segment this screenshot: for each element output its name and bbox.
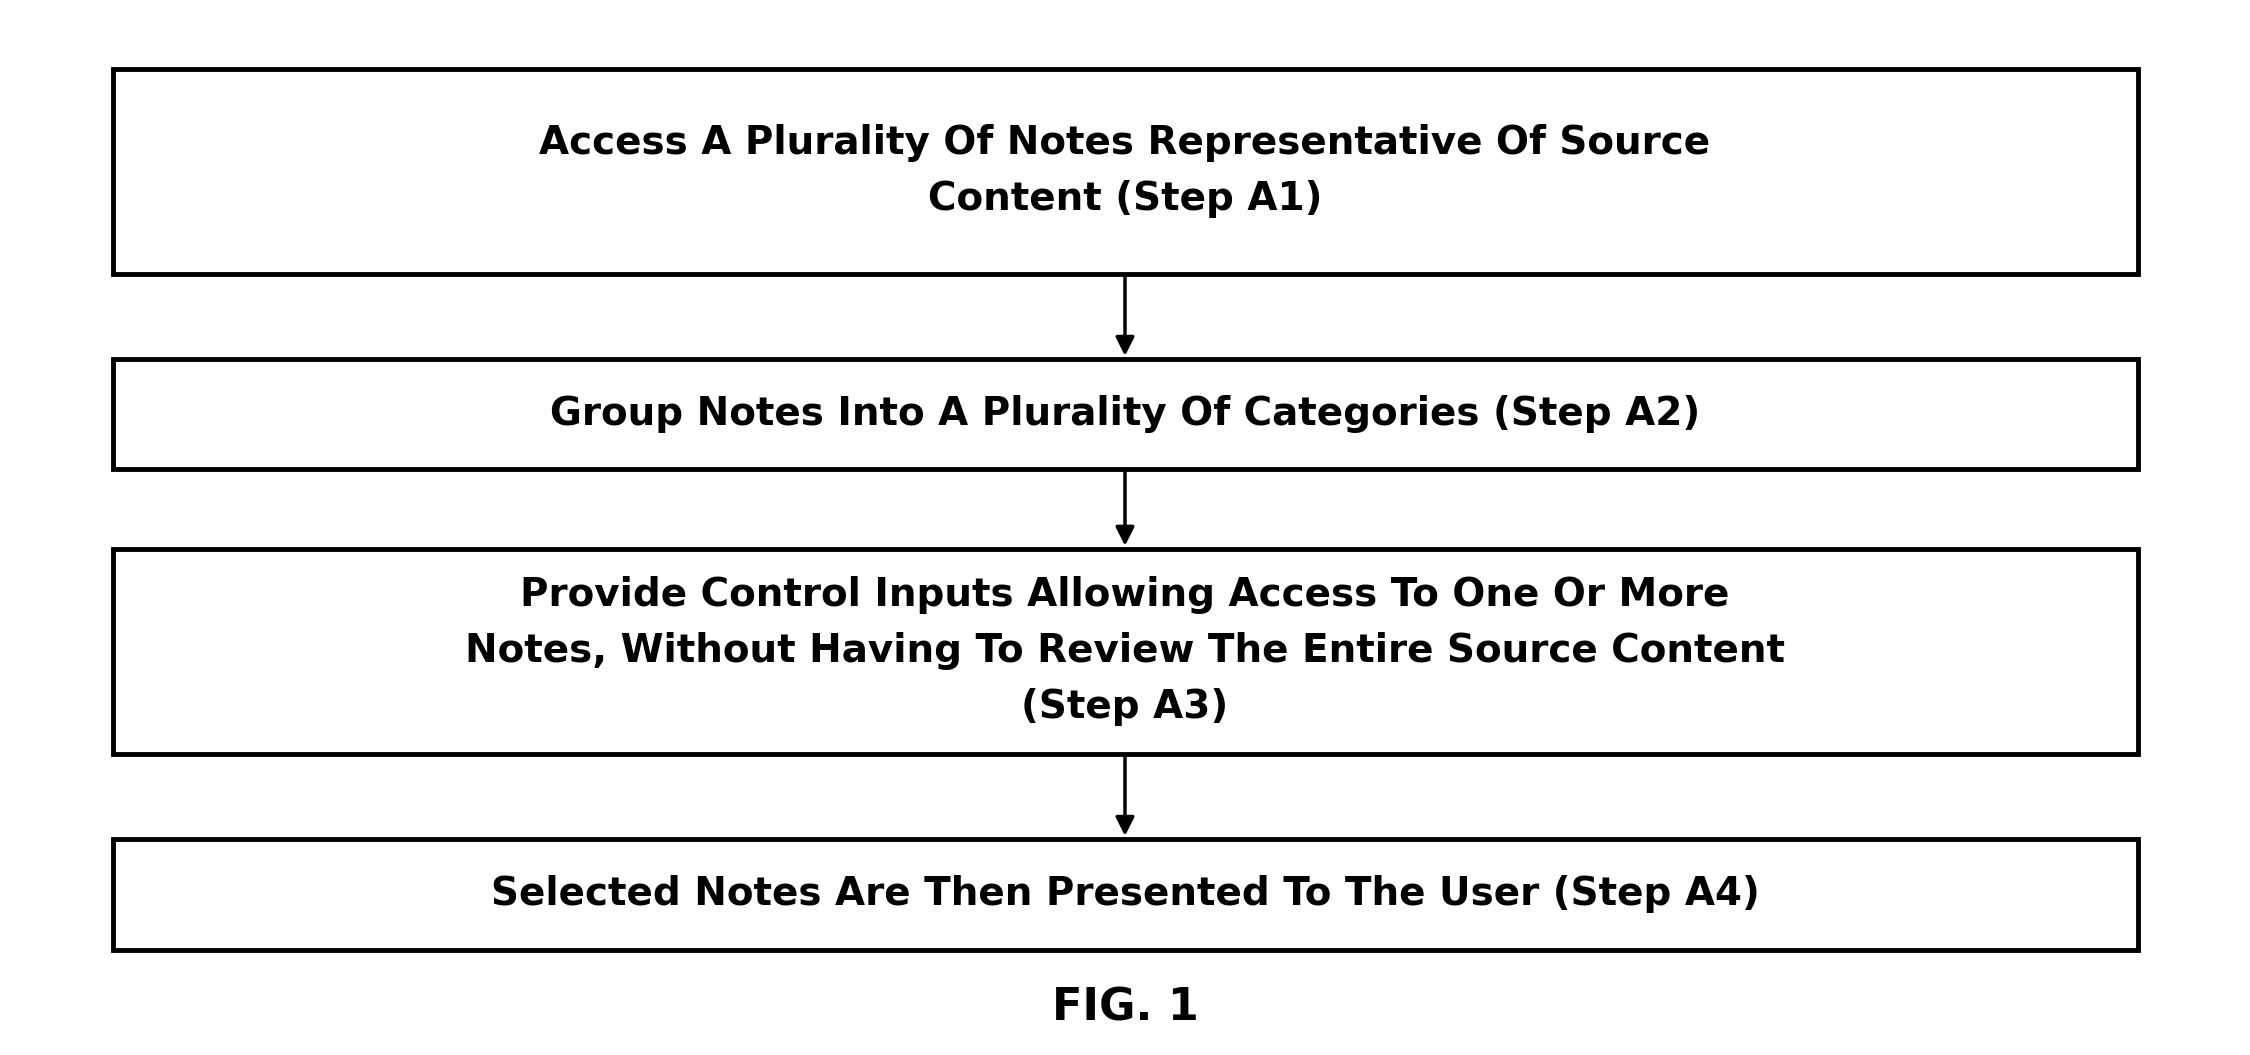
Text: Group Notes Into A Plurality Of Categories (Step A2): Group Notes Into A Plurality Of Categori… bbox=[549, 395, 1701, 434]
Text: Provide Control Inputs Allowing Access To One Or More
Notes, Without Having To R: Provide Control Inputs Allowing Access T… bbox=[466, 576, 1784, 727]
FancyBboxPatch shape bbox=[112, 359, 2138, 469]
FancyBboxPatch shape bbox=[112, 69, 2138, 274]
FancyBboxPatch shape bbox=[112, 839, 2138, 950]
FancyBboxPatch shape bbox=[112, 549, 2138, 754]
Text: FIG. 1: FIG. 1 bbox=[1051, 986, 1199, 1029]
Text: Access A Plurality Of Notes Representative Of Source
Content (Step A1): Access A Plurality Of Notes Representati… bbox=[540, 124, 1710, 218]
Text: Selected Notes Are Then Presented To The User (Step A4): Selected Notes Are Then Presented To The… bbox=[490, 875, 1760, 914]
